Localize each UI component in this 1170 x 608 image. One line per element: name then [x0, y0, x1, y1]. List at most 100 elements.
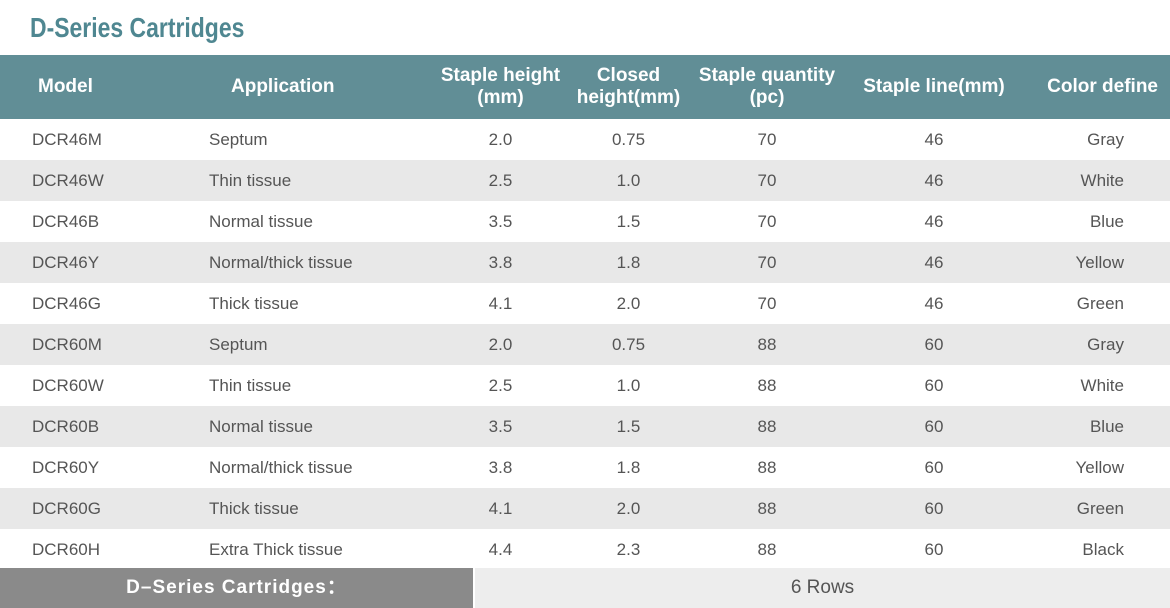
cell-staple-height: 4.1: [433, 488, 568, 529]
cell-staple-quantity: 88: [689, 529, 845, 570]
cell-staple-line: 46: [845, 160, 1023, 201]
header-row: Model Application Staple height (mm) Clo…: [0, 55, 1170, 119]
cell-staple-line: 60: [845, 488, 1023, 529]
cell-staple-height: 2.0: [433, 324, 568, 365]
table-footer: D–Series Cartridges： 6 Rows: [0, 568, 1170, 608]
table-row: DCR46Y Normal/thick tissue 3.8 1.8 70 46…: [0, 242, 1170, 283]
cell-application: Thick tissue: [193, 488, 433, 529]
header-model: Model: [0, 55, 193, 119]
cell-staple-line: 46: [845, 119, 1023, 160]
cell-application: Normal tissue: [193, 406, 433, 447]
cell-model: DCR46Y: [0, 242, 193, 283]
cell-color: White: [1023, 365, 1170, 406]
cell-color: Blue: [1023, 406, 1170, 447]
cell-model: DCR60M: [0, 324, 193, 365]
cell-closed-height: 2.0: [568, 283, 689, 324]
cell-application: Normal tissue: [193, 201, 433, 242]
cartridge-table: Model Application Staple height (mm) Clo…: [0, 55, 1170, 570]
cell-model: DCR46G: [0, 283, 193, 324]
cell-staple-line: 46: [845, 201, 1023, 242]
cell-color: Green: [1023, 283, 1170, 324]
table-row: DCR60M Septum 2.0 0.75 88 60 Gray: [0, 324, 1170, 365]
table-row: DCR60Y Normal/thick tissue 3.8 1.8 88 60…: [0, 447, 1170, 488]
cell-staple-quantity: 88: [689, 447, 845, 488]
page-title: D-Series Cartridges: [30, 12, 245, 43]
cell-staple-quantity: 70: [689, 201, 845, 242]
cell-closed-height: 1.8: [568, 447, 689, 488]
cell-closed-height: 0.75: [568, 119, 689, 160]
table-row: DCR46M Septum 2.0 0.75 70 46 Gray: [0, 119, 1170, 160]
table-body: DCR46M Septum 2.0 0.75 70 46 Gray DCR46W…: [0, 119, 1170, 570]
cell-closed-height: 1.8: [568, 242, 689, 283]
cell-staple-quantity: 70: [689, 283, 845, 324]
header-staple-height-line1: Staple height: [440, 65, 561, 86]
cell-model: DCR60W: [0, 365, 193, 406]
header-color-define: Color define: [1023, 55, 1170, 119]
table-row: DCR46B Normal tissue 3.5 1.5 70 46 Blue: [0, 201, 1170, 242]
cell-staple-line: 60: [845, 365, 1023, 406]
header-staple-quantity-line1: Staple quantity: [698, 65, 836, 86]
cell-staple-height: 2.5: [433, 160, 568, 201]
cell-color: Gray: [1023, 119, 1170, 160]
table-row: DCR60B Normal tissue 3.5 1.5 88 60 Blue: [0, 406, 1170, 447]
header-application: Application: [193, 55, 433, 119]
cell-closed-height: 1.0: [568, 365, 689, 406]
table-row: DCR60G Thick tissue 4.1 2.0 88 60 Green: [0, 488, 1170, 529]
cell-color: Gray: [1023, 324, 1170, 365]
header-staple-quantity-line2: (pc): [749, 87, 785, 108]
cell-color: Yellow: [1023, 242, 1170, 283]
table-header: Model Application Staple height (mm) Clo…: [0, 55, 1170, 119]
cell-application: Normal/thick tissue: [193, 447, 433, 488]
cell-application: Thick tissue: [193, 283, 433, 324]
table-row: DCR60W Thin tissue 2.5 1.0 88 60 White: [0, 365, 1170, 406]
cell-color: Black: [1023, 529, 1170, 570]
header-staple-quantity: Staple quantity (pc): [689, 55, 845, 119]
cell-staple-quantity: 88: [689, 406, 845, 447]
cell-model: DCR60G: [0, 488, 193, 529]
cell-staple-height: 3.8: [433, 447, 568, 488]
cell-staple-line: 60: [845, 324, 1023, 365]
cell-closed-height: 2.0: [568, 488, 689, 529]
cell-staple-quantity: 70: [689, 119, 845, 160]
cell-closed-height: 0.75: [568, 324, 689, 365]
table-row: DCR46G Thick tissue 4.1 2.0 70 46 Green: [0, 283, 1170, 324]
cell-model: DCR46B: [0, 201, 193, 242]
cell-model: DCR60Y: [0, 447, 193, 488]
cell-staple-quantity: 88: [689, 488, 845, 529]
cell-staple-height: 3.5: [433, 201, 568, 242]
header-closed-height: Closed height(mm): [568, 55, 689, 119]
cell-staple-height: 4.4: [433, 529, 568, 570]
cell-staple-line: 46: [845, 283, 1023, 324]
cell-staple-line: 60: [845, 529, 1023, 570]
cell-color: Yellow: [1023, 447, 1170, 488]
row-count: 6 Rows: [475, 568, 1170, 608]
cell-closed-height: 1.5: [568, 201, 689, 242]
cell-staple-quantity: 88: [689, 365, 845, 406]
cell-color: White: [1023, 160, 1170, 201]
cell-staple-quantity: 88: [689, 324, 845, 365]
header-staple-height: Staple height (mm): [433, 55, 568, 119]
cell-staple-height: 3.8: [433, 242, 568, 283]
cell-staple-height: 2.5: [433, 365, 568, 406]
table-row: DCR60H Extra Thick tissue 4.4 2.3 88 60 …: [0, 529, 1170, 570]
cell-color: Green: [1023, 488, 1170, 529]
header-closed-height-line1: Closed: [596, 65, 661, 86]
cell-model: DCR46M: [0, 119, 193, 160]
footer-label: D–Series Cartridges：: [0, 568, 473, 608]
cell-staple-height: 2.0: [433, 119, 568, 160]
cell-staple-line: 60: [845, 447, 1023, 488]
header-closed-height-line2: height(mm): [576, 87, 681, 108]
cell-staple-height: 3.5: [433, 406, 568, 447]
table-row: DCR46W Thin tissue 2.5 1.0 70 46 White: [0, 160, 1170, 201]
cell-model: DCR60H: [0, 529, 193, 570]
cell-closed-height: 1.0: [568, 160, 689, 201]
cell-application: Septum: [193, 324, 433, 365]
cell-staple-line: 60: [845, 406, 1023, 447]
cell-application: Septum: [193, 119, 433, 160]
cell-model: DCR60B: [0, 406, 193, 447]
cell-application: Extra Thick tissue: [193, 529, 433, 570]
cell-model: DCR46W: [0, 160, 193, 201]
cell-closed-height: 1.5: [568, 406, 689, 447]
cell-application: Normal/thick tissue: [193, 242, 433, 283]
